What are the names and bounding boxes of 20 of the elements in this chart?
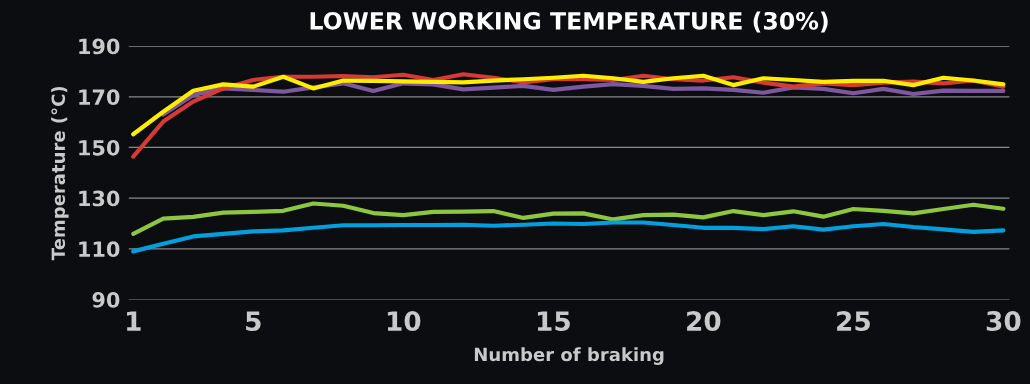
y-tick-label: 110 <box>79 241 120 258</box>
x-tick-label: 15 <box>537 311 570 332</box>
y-tick-label: 170 <box>79 89 120 105</box>
line-series <box>131 201 1006 236</box>
x-tick-label: 25 <box>837 311 870 332</box>
x-tick-label: 5 <box>246 311 261 332</box>
line-series <box>131 73 1006 137</box>
y-tick-label: 150 <box>79 139 120 156</box>
y-tick-label: 130 <box>79 190 120 207</box>
x-tick-label: 10 <box>387 311 421 332</box>
x-tick-label: 30 <box>986 311 1021 332</box>
x-tick-label: 1 <box>127 311 141 331</box>
y-tick-label: 90 <box>92 291 120 308</box>
x-axis-title: Number of braking <box>474 347 664 365</box>
x-tick-label: 20 <box>687 311 721 332</box>
line-series <box>131 220 1006 254</box>
line-series <box>161 81 1006 117</box>
y-tick-label: 190 <box>79 38 120 55</box>
y-axis-title: Temperature (°C) <box>51 86 69 261</box>
chart-title: LOWER WORKING TEMPERATURE (30%) <box>310 11 828 33</box>
